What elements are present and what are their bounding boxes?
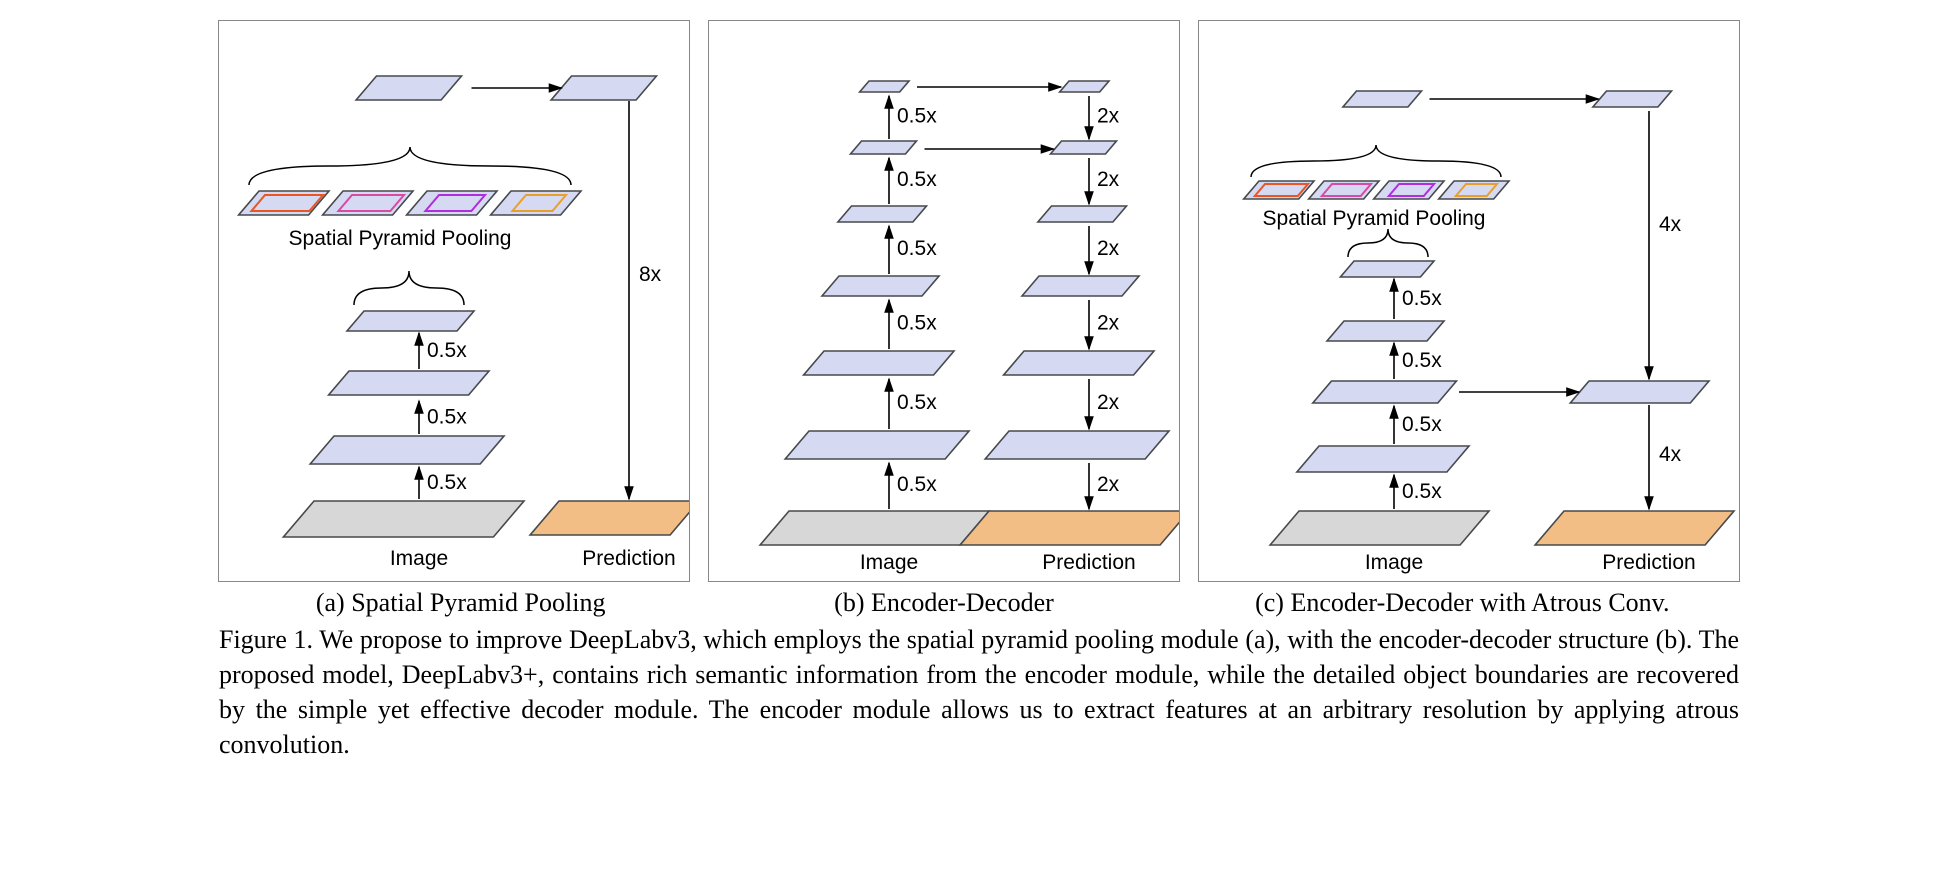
panel-c: 0.5x 0.5x 0.5x 0.5x Image Spatial Pyramid Po… <box>1198 20 1740 582</box>
feature-slab <box>1050 141 1116 154</box>
prediction-slab <box>960 511 1179 545</box>
scale-label: 0.5x <box>427 406 467 429</box>
panel-a: 0.5x 0.5x 0.5x Image Spatial Pyramid Poolin… <box>218 20 690 582</box>
scale-label: 0.5x <box>1402 349 1442 372</box>
feature-slab <box>347 311 474 331</box>
panel-a-svg: 0.5x 0.5x 0.5x Image Spatial Pyramid Poolin… <box>219 21 689 581</box>
scale-label: 0.5x <box>427 339 467 362</box>
feature-slab <box>1022 276 1139 296</box>
scale-label: 2x <box>1097 312 1120 335</box>
scale-label: 0.5x <box>427 471 467 494</box>
scale-label: 2x <box>1097 391 1120 414</box>
subcaption-row: (a) Spatial Pyramid Pooling (b) Encoder-… <box>219 588 1739 618</box>
figure-caption: Figure 1. We propose to improve DeepLabv… <box>219 622 1739 762</box>
scale-label: 2x <box>1097 473 1120 496</box>
scale-label: 2x <box>1097 237 1120 260</box>
feature-slab <box>985 431 1169 459</box>
feature-slab <box>1004 351 1154 375</box>
scale-label: 0.5x <box>1402 413 1442 436</box>
scale-label: 0.5x <box>1402 287 1442 310</box>
feature-slab <box>822 276 939 296</box>
panel-b: 0.5x 2x 0.5x 2x 0.5x 2x 0.5x 2x 0.5x 2x 0.5x 2x Imag… <box>708 20 1180 582</box>
feature-slab <box>804 351 954 375</box>
feature-slab <box>1297 446 1469 472</box>
feature-slab <box>1313 381 1457 403</box>
scale-label: 2x <box>1097 105 1120 128</box>
scale-label: 2x <box>1097 168 1120 191</box>
feature-slab <box>329 371 489 395</box>
feature-slab <box>850 141 916 154</box>
scale-label: 0.5x <box>897 105 937 128</box>
scale-label: 8x <box>639 263 662 286</box>
panel-c-svg: 0.5x 0.5x 0.5x 0.5x Image Spatial Pyramid Po… <box>1199 21 1739 581</box>
subcaption-a: (a) Spatial Pyramid Pooling <box>226 588 696 618</box>
feature-slab <box>1038 206 1127 222</box>
prediction-label: Prediction <box>1042 551 1135 574</box>
feature-slab <box>310 436 504 464</box>
figure-1: 0.5x 0.5x 0.5x Image Spatial Pyramid Poolin… <box>219 20 1739 762</box>
scale-label: 0.5x <box>897 237 937 260</box>
decoder-mid <box>1570 381 1709 403</box>
scale-label: 0.5x <box>897 391 937 414</box>
prediction-label: Prediction <box>582 547 675 570</box>
image-label: Image <box>860 551 918 574</box>
subcaption-b: (b) Encoder-Decoder <box>709 588 1179 618</box>
subcaption-c: (c) Encoder-Decoder with Atrous Conv. <box>1192 588 1732 618</box>
prediction-slab <box>1535 511 1734 545</box>
feature-slab <box>1327 321 1444 341</box>
panel-b-svg: 0.5x 2x 0.5x 2x 0.5x 2x 0.5x 2x 0.5x 2x 0.5x 2x Imag… <box>709 21 1179 581</box>
spp-label: Spatial Pyramid Pooling <box>289 227 512 250</box>
feature-slab <box>1060 81 1109 92</box>
feature-slab <box>1340 261 1434 277</box>
feature-slab <box>838 206 927 222</box>
image-label: Image <box>1365 551 1423 574</box>
feature-slab <box>860 81 909 92</box>
image-label: Image <box>390 547 448 570</box>
scale-label: 0.5x <box>897 312 937 335</box>
spp-top <box>356 76 461 100</box>
scale-label: 0.5x <box>1402 480 1442 503</box>
feature-slab <box>785 431 969 459</box>
image-slab <box>1270 511 1489 545</box>
prediction-slab <box>530 501 689 535</box>
scale-label: 0.5x <box>897 168 937 191</box>
top-right-slab <box>551 76 656 100</box>
prediction-label: Prediction <box>1602 551 1695 574</box>
spp-label: Spatial Pyramid Pooling <box>1263 207 1486 230</box>
scale-label: 0.5x <box>897 473 937 496</box>
spp-top <box>1343 91 1422 107</box>
scale-label: 4x <box>1659 443 1682 466</box>
scale-label: 4x <box>1659 213 1682 236</box>
image-slab <box>760 511 989 545</box>
top-right-slab <box>1593 91 1672 107</box>
figure-panels-row: 0.5x 0.5x 0.5x Image Spatial Pyramid Poolin… <box>219 20 1739 582</box>
image-slab <box>283 501 524 537</box>
